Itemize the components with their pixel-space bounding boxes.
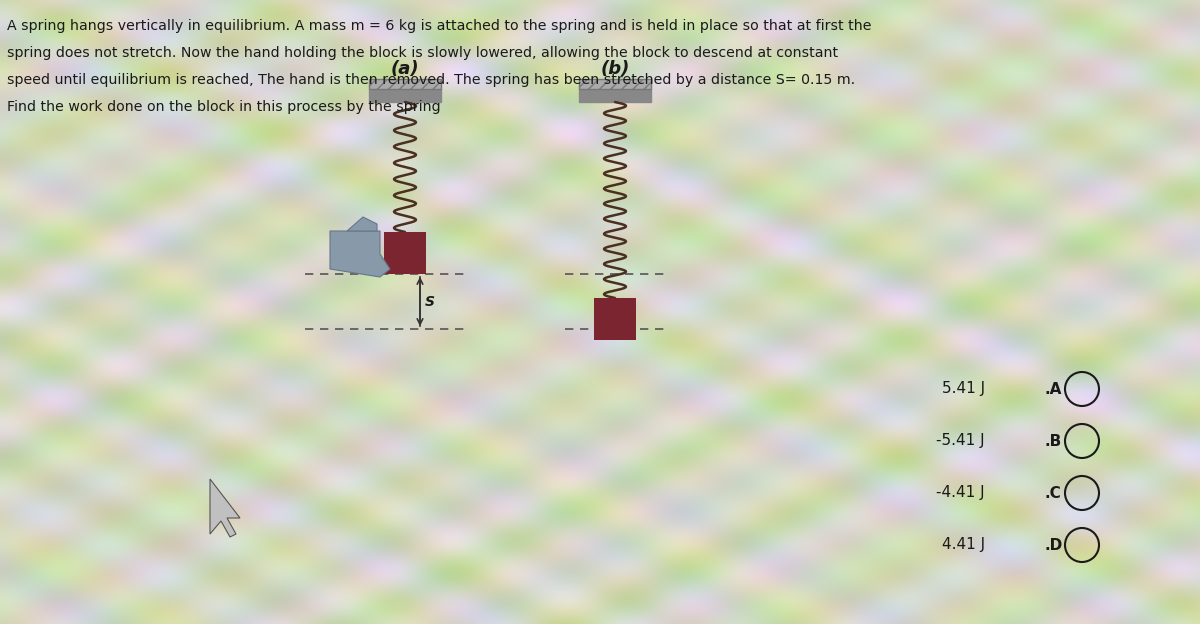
- Polygon shape: [347, 217, 377, 231]
- Polygon shape: [210, 479, 240, 537]
- Text: spring does not stretch. Now the hand holding the block is slowly lowered, allow: spring does not stretch. Now the hand ho…: [7, 46, 838, 60]
- Text: (a): (a): [391, 60, 419, 78]
- Text: Find the work done on the block in this process by the spring: Find the work done on the block in this …: [7, 100, 440, 114]
- Text: 5.41 J: 5.41 J: [942, 381, 985, 396]
- Text: .D: .D: [1045, 537, 1063, 552]
- Text: .C: .C: [1045, 485, 1062, 500]
- Text: -5.41 J: -5.41 J: [936, 434, 985, 449]
- Text: .A: .A: [1045, 381, 1062, 396]
- Text: speed until equilibrium is reached, The hand is then removed. The spring has bee: speed until equilibrium is reached, The …: [7, 73, 856, 87]
- Text: .B: .B: [1045, 434, 1062, 449]
- Text: 4.41 J: 4.41 J: [942, 537, 985, 552]
- Text: (b): (b): [600, 60, 630, 78]
- Bar: [580, 79, 650, 89]
- Bar: [580, 89, 650, 102]
- Text: A spring hangs vertically in equilibrium. A mass m = 6 kg is attached to the spr: A spring hangs vertically in equilibrium…: [7, 19, 871, 33]
- Bar: [370, 89, 442, 102]
- Bar: [370, 79, 442, 89]
- Text: -4.41 J: -4.41 J: [936, 485, 985, 500]
- Bar: [384, 232, 426, 274]
- Bar: [594, 298, 636, 340]
- Polygon shape: [330, 231, 390, 277]
- Text: S: S: [425, 295, 436, 308]
